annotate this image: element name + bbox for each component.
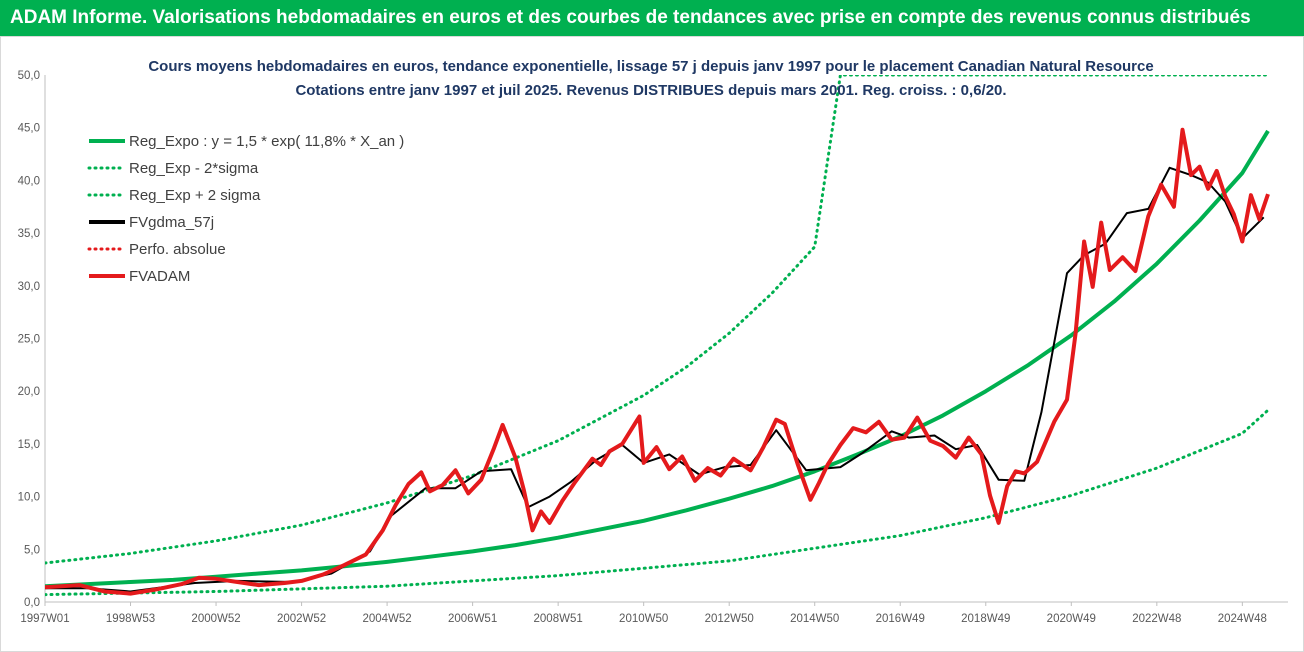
x-tick-label: 2008W51 — [534, 613, 583, 625]
legend-entry-label: FVgdma_57j — [129, 214, 214, 231]
x-tick-label: 2016W49 — [876, 613, 925, 625]
y-tick-label: 35,0 — [18, 228, 40, 240]
y-tick-label: 45,0 — [18, 123, 40, 135]
y-tick-label: 10,0 — [18, 492, 40, 504]
y-tick-label: 0,0 — [24, 597, 40, 609]
chart-axes: 0,0 5,0 10,0 15,0 20,0 25,0 30,0 35,0 40,0 45,0 50… — [18, 70, 1288, 625]
legend-entry-label: Reg_Exp + 2 sigma — [129, 187, 261, 204]
x-tick-label: 2006W51 — [448, 613, 497, 625]
legend-entry-label: Perfo. absolue — [129, 241, 226, 258]
y-tick-label: 50,0 — [18, 70, 40, 82]
x-tick-label: 2022W48 — [1132, 613, 1181, 625]
series-line-1 — [45, 408, 1270, 597]
x-tick-label: 2014W50 — [790, 613, 839, 625]
x-tick-label: 2024W48 — [1218, 613, 1267, 625]
chart-title-line: Cotations entre janv 1997 et juil 2025. … — [295, 82, 1006, 99]
legend-entry-label: Reg_Exp - 2*sigma — [129, 160, 259, 177]
plot-area — [45, 75, 1270, 597]
line-chart: 0,0 5,0 10,0 15,0 20,0 25,0 30,0 35,0 40,0 45,0 50… — [18, 58, 1288, 625]
y-tick-label: 40,0 — [18, 175, 40, 187]
y-tick-label: 20,0 — [18, 386, 40, 398]
report-banner-title: ADAM Informe. Valorisations hebdomadaire… — [0, 0, 1304, 36]
x-tick-label: 2010W50 — [619, 613, 668, 625]
series-line-0 — [45, 129, 1270, 589]
series-line-3 — [45, 166, 1265, 593]
y-tick-label: 25,0 — [18, 334, 40, 346]
x-tick-label: 2020W49 — [1047, 613, 1096, 625]
chart-title-line: Cours moyens hebdomadaires en euros, ten… — [148, 58, 1153, 75]
x-tick-label: 2002W52 — [277, 613, 326, 625]
x-tick-label: 1997W01 — [20, 613, 69, 625]
x-tick-label: 1998W53 — [106, 613, 155, 625]
x-tick-label: 2012W50 — [705, 613, 754, 625]
y-tick-label: 5,0 — [24, 544, 40, 556]
legend-entry-label: FVADAM — [129, 268, 190, 285]
x-tick-label: 2004W52 — [362, 613, 411, 625]
legend-entry-label: Reg_Expo : y = 1,5 * exp( 11,8% * X_an ) — [129, 133, 404, 150]
y-tick-label: 30,0 — [18, 281, 40, 293]
series-line-5 — [45, 127, 1270, 596]
chart-title: Cours moyens hebdomadaires en euros, ten… — [148, 58, 1153, 99]
y-tick-label: 15,0 — [18, 439, 40, 451]
chart-legend: Reg_Expo : y = 1,5 * exp( 11,8% * X_an )… — [87, 133, 404, 285]
x-tick-label: 2000W52 — [191, 613, 240, 625]
chart-frame: 0,0 5,0 10,0 15,0 20,0 25,0 30,0 35,0 40,0 45,0 50… — [0, 36, 1304, 652]
x-tick-label: 2018W49 — [961, 613, 1010, 625]
